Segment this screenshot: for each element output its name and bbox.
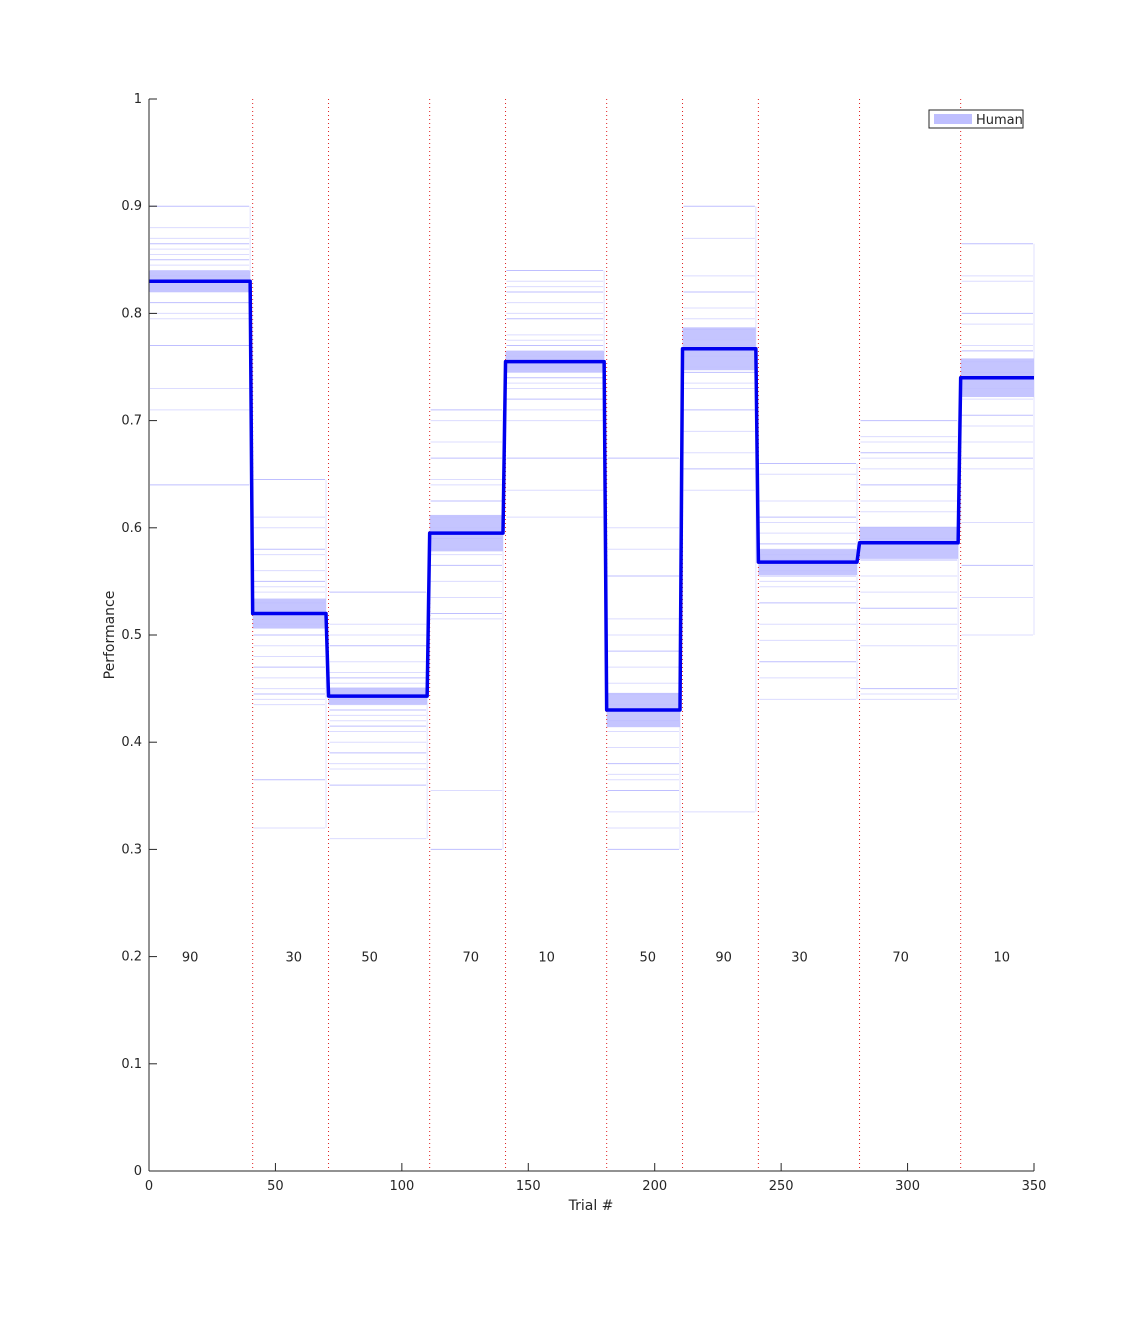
x-tick-label-2: 100 [389, 1179, 414, 1194]
block-label-4: 10 [538, 951, 555, 966]
block-label-6: 90 [715, 951, 732, 966]
y-tick-label-4: 0.4 [121, 735, 142, 750]
x-tick-label-7: 350 [1022, 1179, 1047, 1194]
y-tick-label-7: 0.7 [121, 414, 142, 429]
legend: Human [928, 109, 1024, 129]
block-label-9: 10 [994, 951, 1011, 966]
block-label-7: 30 [791, 951, 808, 966]
block-label-2: 50 [361, 951, 378, 966]
y-tick-label-1: 0.1 [121, 1057, 142, 1072]
x-tick-label-5: 250 [769, 1179, 794, 1194]
legend-label-human: Human [976, 113, 1023, 128]
x-tick-label-6: 300 [895, 1179, 920, 1194]
y-axis-title: Performance [102, 591, 118, 680]
mean-performance-line [149, 279, 1034, 712]
x-tick-label-3: 150 [516, 1179, 541, 1194]
y-tick-label-3: 0.3 [121, 842, 142, 857]
y-tick-label-2: 0.2 [121, 950, 142, 965]
x-tick-label-0: 0 [145, 1179, 153, 1194]
y-tick-label-10: 1 [134, 92, 142, 107]
legend-swatch [934, 114, 972, 124]
x-tick-label-1: 50 [267, 1179, 284, 1194]
axes: 0 50 100 150 200 250 300 35000.10.20.30.40.50.6… [121, 92, 1046, 1194]
block-label-8: 70 [892, 951, 909, 966]
y-tick-label-5: 0.5 [121, 628, 142, 643]
y-tick-label-0: 0 [134, 1164, 142, 1179]
y-tick-label-6: 0.6 [121, 521, 142, 536]
block-label-5: 50 [640, 951, 657, 966]
plot-area: 90 30 50 70 10 50 90 30 70 10 [149, 99, 1035, 1171]
block-label-0: 90 [182, 951, 199, 966]
block-label-3: 70 [463, 951, 480, 966]
y-tick-label-8: 0.8 [121, 306, 142, 321]
y-tick-label-9: 0.9 [121, 199, 142, 214]
x-tick-label-4: 200 [642, 1179, 667, 1194]
block-label-1: 30 [286, 951, 303, 966]
x-axis-title: Trial # [568, 1198, 614, 1214]
